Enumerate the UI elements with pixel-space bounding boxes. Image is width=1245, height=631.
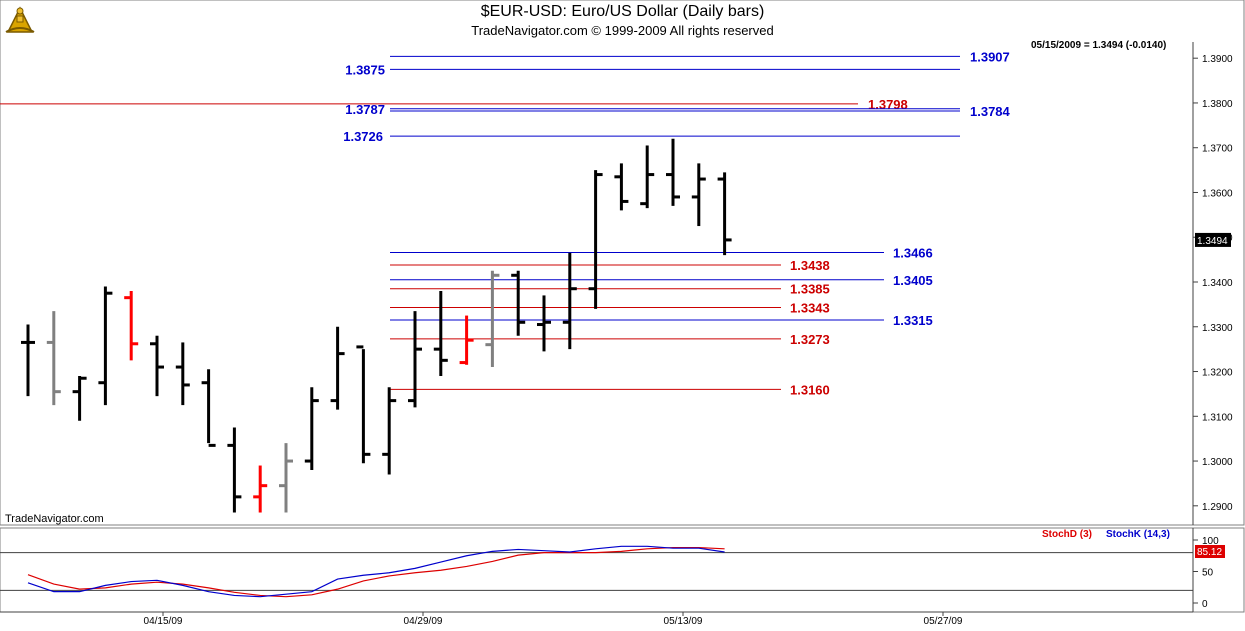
stoch-tick-label: 50 (1202, 568, 1214, 579)
price-tick-label: 1.3000 (1202, 457, 1233, 468)
red-level-label: 1.3385 (790, 282, 830, 297)
watermark-text: TradeNavigator.com (5, 513, 104, 525)
stoch-last-badge (1195, 545, 1225, 558)
blue-level-label: 1.3784 (970, 104, 1011, 119)
ohlc-bar (511, 270, 526, 336)
blue-level-label: 1.3875 (345, 62, 385, 77)
stochd-legend: StochD (3) (1042, 529, 1092, 540)
stochk-line (27, 545, 725, 598)
price-tick-label: 1.3600 (1202, 188, 1233, 199)
stoch-tick-label: 0 (1202, 599, 1208, 610)
ohlc-bar (691, 163, 706, 227)
ohlc-bar (614, 163, 629, 211)
ohlc-bar (72, 376, 87, 421)
ohlc-bar (201, 369, 216, 447)
stochk-legend: StochK (14,3) (1106, 529, 1170, 540)
status-readout: 05/15/2009 = 1.3494 (-0.0140) (1031, 40, 1166, 51)
price-tick-label: 1.3300 (1202, 323, 1233, 334)
ohlc-bar (98, 286, 113, 406)
ohlc-bar (666, 138, 680, 206)
price-tick-label: 1.3100 (1202, 412, 1233, 423)
date-tick-label: 04/15/09 (144, 616, 183, 627)
ohlc-bar (459, 315, 474, 365)
ohlc-bar (279, 443, 293, 513)
sextant-icon (2, 2, 38, 38)
ohlc-bar (46, 311, 61, 406)
blue-level-label: 1.3315 (893, 313, 933, 328)
ohlc-bar (382, 387, 397, 475)
price-tick-label: 1.3900 (1202, 54, 1233, 65)
ohlc-bar (175, 342, 190, 406)
ohlc-bar (304, 387, 319, 470)
last-price-label: 1.3494 (1197, 236, 1228, 247)
date-tick-label: 04/29/09 (404, 616, 443, 627)
price-panel (0, 0, 1245, 526)
ohlc-bar (150, 335, 164, 397)
ohlc-bar (124, 290, 139, 361)
ohlc-bar (253, 465, 268, 513)
price-bars-group (21, 138, 732, 513)
chart-header: $EUR-USD: Euro/US Dollar (Daily bars) Tr… (0, 0, 1245, 42)
stoch-last-label: 85.12 (1197, 547, 1222, 558)
ohlc-bar (330, 326, 345, 410)
stoch-tick-label: 100 (1202, 536, 1219, 547)
red-level-label: 1.3343 (790, 301, 830, 316)
ohlc-bar (485, 270, 500, 368)
price-tick-label: 1.3200 (1202, 368, 1233, 379)
blue-level-label: 1.3726 (343, 129, 383, 144)
chart-title: $EUR-USD: Euro/US Dollar (Daily bars) (480, 3, 765, 20)
blue-level-label: 1.3907 (970, 49, 1010, 64)
price-tick-label: 1.2900 (1202, 502, 1233, 513)
ohlc-bar (640, 145, 655, 209)
ohlc-bar (21, 324, 35, 397)
blue-level-label: 1.3787 (345, 102, 385, 117)
ohlc-bar (562, 252, 577, 350)
blue-level-label: 1.3466 (893, 245, 933, 260)
red-level-label: 1.3160 (790, 382, 830, 397)
date-axis-ticks: 04/15/09 04/29/09 05/13/09 05/27/09 (144, 612, 963, 627)
red-level-label: 1.3438 (790, 258, 830, 273)
ohlc-bar (356, 345, 371, 464)
blue-level-label: 1.3405 (893, 273, 933, 288)
stoch-panel (0, 527, 1245, 613)
ohlc-bar (537, 295, 551, 352)
date-tick-label: 05/27/09 (924, 616, 963, 627)
stochd-line (27, 546, 725, 598)
red-level-label: 1.3273 (790, 332, 830, 347)
price-tick-label: 1.3700 (1202, 144, 1233, 155)
ohlc-bar (588, 170, 603, 309)
date-tick-label: 05/13/09 (664, 616, 703, 627)
level-lines-group: 1.3798 1.3438 1.3385 1.3343 1.3273 1.3160 1.39… (0, 49, 1011, 397)
ohlc-bar (717, 172, 732, 256)
price-axis-ticks: 1.29001.30001.31001.32001.33001.34001.35… (1193, 54, 1233, 513)
ohlc-bar (227, 427, 242, 513)
ohlc-bar (433, 290, 448, 376)
price-tick-label: 1.3400 (1202, 278, 1233, 289)
chart-subtitle: TradeNavigator.com © 1999-2009 All right… (471, 23, 774, 38)
price-tick-label: 1.3800 (1202, 99, 1233, 110)
last-price-badge (1195, 232, 1231, 247)
ohlc-bar (408, 311, 422, 408)
red-level-label: 1.3798 (868, 97, 908, 112)
